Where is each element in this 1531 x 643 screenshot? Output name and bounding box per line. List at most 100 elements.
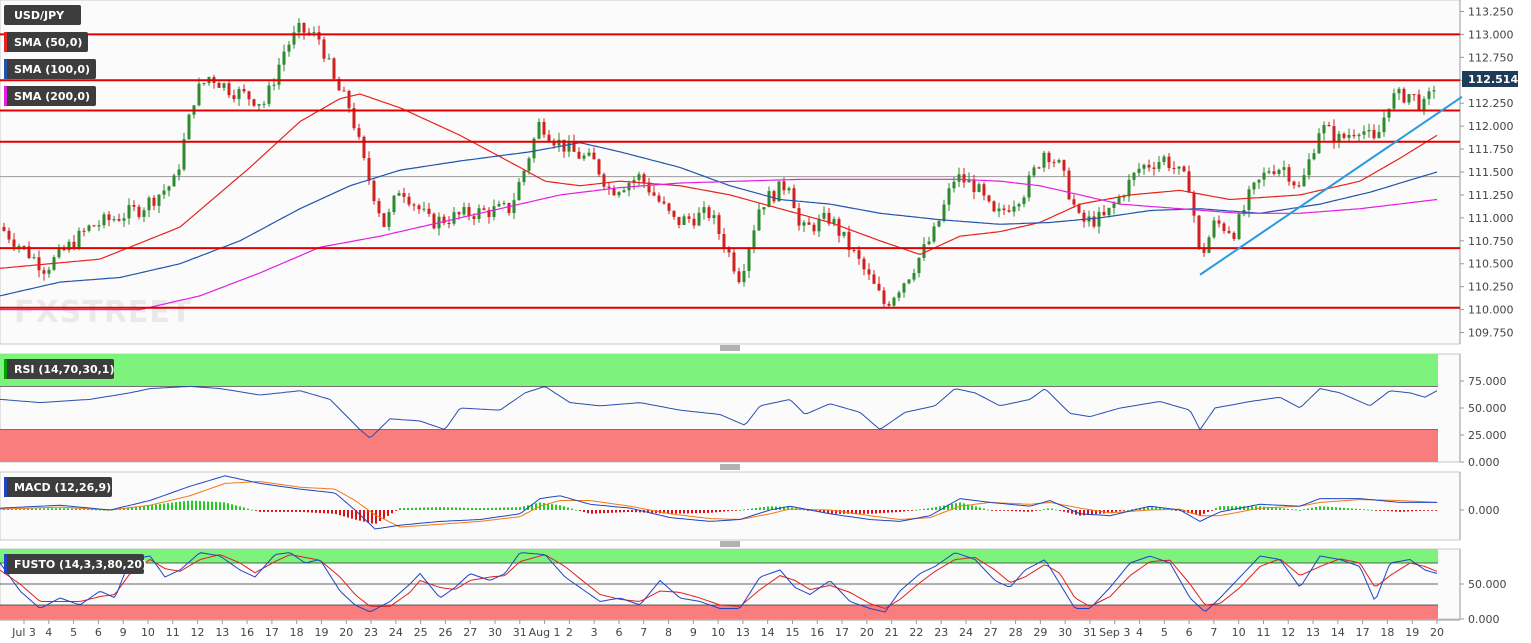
candle[interactable] (1222, 223, 1226, 231)
candle[interactable] (1092, 216, 1096, 227)
candle[interactable] (857, 250, 861, 259)
candle[interactable] (292, 32, 296, 45)
macd-line[interactable] (0, 475, 1437, 530)
candle[interactable] (822, 212, 826, 219)
candle[interactable] (302, 22, 306, 33)
candle[interactable] (232, 95, 236, 100)
candle[interactable] (1432, 90, 1436, 92)
macd-signal-line[interactable] (0, 481, 1438, 528)
candle[interactable] (1047, 152, 1051, 163)
candle[interactable] (417, 205, 421, 210)
sma200-line[interactable] (0, 178, 1438, 311)
candle[interactable] (27, 246, 31, 259)
candle[interactable] (1017, 204, 1021, 207)
candle[interactable] (287, 44, 291, 52)
candle[interactable] (1347, 134, 1351, 138)
candle[interactable] (1227, 230, 1231, 233)
sma200-label-box[interactable] (4, 86, 96, 106)
trendline[interactable] (1199, 95, 1463, 276)
candle[interactable] (187, 114, 191, 140)
candle[interactable] (457, 212, 461, 215)
candle[interactable] (1112, 203, 1116, 208)
candle[interactable] (157, 194, 161, 206)
candle[interactable] (407, 196, 411, 205)
candle[interactable] (392, 195, 396, 213)
sma50-label-box[interactable] (4, 32, 88, 52)
candle[interactable] (397, 193, 401, 196)
candle[interactable] (882, 290, 886, 304)
candle[interactable] (1272, 171, 1276, 174)
candle[interactable] (142, 210, 146, 217)
candle[interactable] (467, 207, 471, 217)
candle[interactable] (1292, 181, 1296, 186)
candle[interactable] (272, 84, 276, 86)
candle[interactable] (102, 214, 106, 226)
candle[interactable] (1337, 133, 1341, 143)
candle[interactable] (322, 39, 326, 59)
candle[interactable] (807, 222, 811, 225)
candle[interactable] (707, 207, 711, 219)
candle[interactable] (462, 207, 466, 215)
candle[interactable] (787, 188, 791, 191)
candle[interactable] (877, 283, 881, 291)
candle[interactable] (112, 219, 116, 221)
candle[interactable] (1217, 220, 1221, 224)
candle[interactable] (592, 152, 596, 160)
candle[interactable] (202, 83, 206, 85)
fusto-d-line[interactable] (0, 554, 1438, 610)
candle[interactable] (492, 206, 496, 218)
candle[interactable] (537, 121, 541, 139)
candle[interactable] (402, 193, 406, 197)
candle[interactable] (1162, 156, 1166, 163)
candle[interactable] (1367, 129, 1371, 132)
candle[interactable] (32, 257, 36, 259)
fusto-label-box[interactable] (4, 554, 144, 574)
candle[interactable] (242, 89, 246, 92)
candle[interactable] (87, 225, 91, 231)
candle[interactable] (1247, 189, 1251, 211)
candle[interactable] (482, 208, 486, 210)
candle[interactable] (1012, 206, 1016, 212)
candle[interactable] (652, 192, 656, 196)
candle[interactable] (147, 197, 151, 211)
candle[interactable] (842, 231, 846, 236)
candle[interactable] (872, 274, 876, 284)
candle[interactable] (1317, 133, 1321, 154)
candle[interactable] (542, 121, 546, 135)
candle[interactable] (357, 128, 361, 137)
candle[interactable] (922, 244, 926, 258)
candle[interactable] (1042, 152, 1046, 168)
candle[interactable] (1122, 196, 1126, 198)
candle[interactable] (912, 272, 916, 280)
symbol-label-box[interactable] (4, 5, 81, 25)
candle[interactable] (57, 247, 61, 258)
candle[interactable] (892, 297, 896, 306)
candle[interactable] (22, 245, 26, 247)
candle[interactable] (917, 257, 921, 273)
candle[interactable] (632, 179, 636, 184)
candle[interactable] (327, 58, 331, 60)
candle[interactable] (1177, 166, 1181, 169)
candle[interactable] (227, 83, 231, 96)
candle[interactable] (1002, 208, 1006, 211)
candle[interactable] (512, 200, 516, 214)
candle[interactable] (427, 208, 431, 214)
candle[interactable] (267, 85, 271, 104)
candle[interactable] (487, 209, 491, 218)
candle[interactable] (667, 203, 671, 211)
candle[interactable] (7, 230, 11, 240)
candle[interactable] (252, 99, 256, 106)
candle[interactable] (377, 201, 381, 214)
candle[interactable] (372, 180, 376, 202)
candle[interactable] (727, 248, 731, 253)
candle[interactable] (1147, 164, 1151, 168)
candle[interactable] (647, 182, 651, 193)
candle[interactable] (387, 212, 391, 227)
candle[interactable] (657, 195, 661, 202)
candle[interactable] (637, 174, 641, 180)
candle[interactable] (1312, 153, 1316, 160)
candle[interactable] (747, 248, 751, 272)
candle[interactable] (1407, 94, 1411, 103)
candle[interactable] (577, 151, 581, 159)
candle[interactable] (277, 64, 281, 85)
